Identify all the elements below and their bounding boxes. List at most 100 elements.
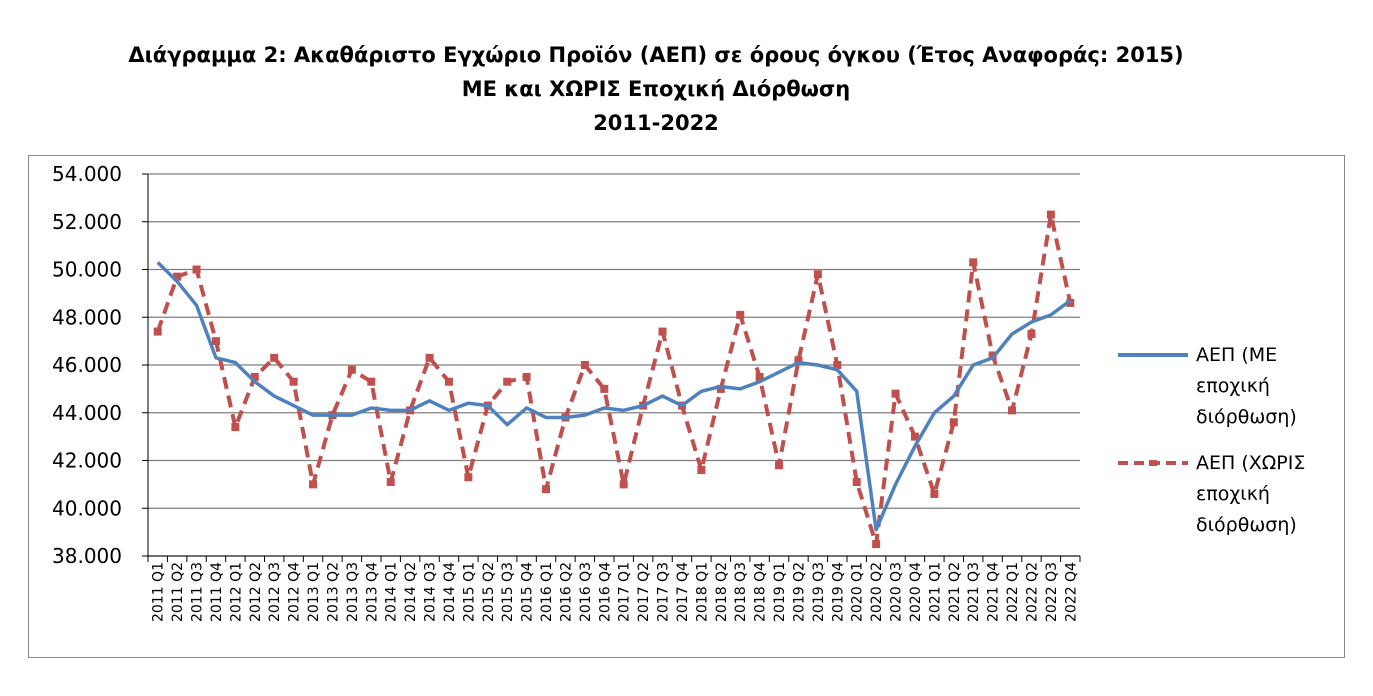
series-line-with-adjustment [156,261,1072,532]
series-line-without-adjustment [155,212,1073,547]
x-tick-label: 2019 Q1 [772,562,788,622]
x-tick-label: 2015 Q3 [500,562,516,622]
x-tick-label: 2020 Q3 [889,562,905,622]
x-tick-label: 2014 Q3 [423,562,439,622]
legend-label-with-adjustment: ΑΕΠ (ΜΕ εποχική διόρθωση) [1196,340,1336,433]
data-point-without-adjustment [270,353,279,362]
x-tick-label: 2012 Q4 [287,562,303,622]
x-tick-label: 2014 Q1 [384,562,400,622]
data-point-without-adjustment [386,477,395,486]
x-axis-tick-labels: 2011 Q1 2011 Q2 2011 Q3 2011 Q4 2012 Q1 2012 … [151,562,1080,622]
x-tick-label: 2013 Q2 [325,562,341,622]
x-tick-label: 2012 Q3 [267,562,283,622]
data-point-without-adjustment [949,418,958,427]
x-tick-label: 2022 Q2 [1024,562,1040,622]
data-point-without-adjustment [503,377,512,386]
y-tick-label: 40.000 [52,496,122,520]
data-point-without-adjustment [367,377,376,386]
legend-item-without-adjustment: ΑΕΠ (ΧΩΡΙΣ εποχική διόρθωση) [1100,448,1340,556]
x-tick-label: 2011 Q2 [170,562,186,622]
chart-title: Διάγραμμα 2: Ακαθάριστο Εγχώριο Προϊόν (… [0,38,1312,140]
x-tick-label: 2021 Q3 [966,562,982,622]
chart-title-line-3: 2011-2022 [593,111,719,135]
x-tick-label: 2016 Q4 [597,562,613,622]
x-tick-label: 2022 Q4 [1063,562,1079,622]
data-point-without-adjustment [464,473,473,482]
legend-label-line: ΑΕΠ (ΜΕ [1196,344,1278,366]
x-tick-label: 2020 Q4 [908,562,924,622]
data-point-without-adjustment [891,389,900,398]
data-point-without-adjustment [872,540,881,549]
data-point-without-adjustment [813,270,822,279]
data-point-without-adjustment [211,337,220,346]
y-tick-label: 42.000 [52,449,122,473]
data-point-without-adjustment [580,361,589,369]
data-point-without-adjustment [736,310,745,319]
legend-label-line: ΑΕΠ (ΧΩΡΙΣ [1196,452,1306,474]
x-tick-label: 2017 Q3 [656,562,672,622]
y-tick-label: 38.000 [52,544,122,568]
data-point-without-adjustment [852,477,861,486]
x-tick-label: 2021 Q4 [986,562,1002,622]
x-tick-label: 2019 Q3 [811,562,827,622]
x-tick-label: 2013 Q1 [306,562,322,622]
data-point-without-adjustment [1046,210,1055,219]
data-point-without-adjustment [522,372,531,381]
x-tick-label: 2011 Q3 [190,562,206,622]
gridlines [148,173,1080,557]
data-point-without-adjustment [716,384,725,393]
data-point-without-adjustment [153,327,162,336]
x-tick-label: 2011 Q4 [209,562,225,622]
chart-title-line-2: ΜΕ και ΧΩΡΙΣ Εποχική Διόρθωση [461,77,851,101]
x-tick-label: 2019 Q2 [791,562,807,622]
x-tick-label: 2016 Q3 [578,562,594,622]
legend: ΑΕΠ (ΜΕ εποχική διόρθωση) ΑΕΠ (ΧΩΡΙΣ επο… [1100,340,1340,556]
data-point-without-adjustment [969,258,978,267]
data-point-without-adjustment [755,372,764,381]
data-point-without-adjustment [775,461,784,470]
x-tick-label: 2016 Q2 [558,562,574,622]
data-point-without-adjustment [192,265,201,274]
legend-label-line: διόρθωση) [1196,406,1297,428]
data-point-without-adjustment [600,384,609,393]
data-point-without-adjustment [619,480,628,489]
y-tick-label: 48.000 [52,305,122,329]
data-point-without-adjustment [173,272,182,281]
data-point-without-adjustment [1027,329,1036,338]
data-point-without-adjustment [930,489,939,498]
series-lines [153,210,1075,549]
y-tick-label: 50.000 [52,258,122,282]
x-tick-label: 2013 Q4 [364,562,380,622]
data-point-without-adjustment [1066,298,1075,307]
x-tick-label: 2018 Q2 [714,562,730,622]
axes [142,173,1081,562]
x-tick-label: 2019 Q4 [830,562,846,622]
data-point-without-adjustment [444,377,453,386]
data-point-without-adjustment [910,432,919,441]
chart-title-line-1: Διάγραμμα 2: Ακαθάριστο Εγχώριο Προϊόν (… [128,43,1184,67]
x-tick-label: 2011 Q1 [151,562,167,622]
x-tick-label: 2017 Q1 [617,562,633,622]
x-tick-label: 2014 Q4 [442,562,458,622]
x-tick-label: 2018 Q1 [694,562,710,622]
data-point-without-adjustment [289,377,298,386]
legend-item-with-adjustment: ΑΕΠ (ΜΕ εποχική διόρθωση) [1100,340,1340,448]
x-tick-label: 2017 Q2 [636,562,652,622]
legend-label-line: διόρθωση) [1196,514,1297,536]
legend-swatch-dashed [1118,460,1188,466]
x-tick-label: 2013 Q3 [345,562,361,622]
data-point-without-adjustment [425,353,434,362]
x-tick-label: 2014 Q2 [403,562,419,622]
data-point-without-adjustment [347,365,356,374]
x-tick-label: 2018 Q3 [733,562,749,622]
chart-frame [28,155,1345,658]
y-axis-tick-labels: 38.000 40.000 42.000 44.000 46.000 48.000 50.0… [52,162,122,568]
x-tick-label: 2022 Q1 [1005,562,1021,622]
x-tick-label: 2012 Q2 [248,562,264,622]
data-point-without-adjustment [794,356,803,365]
y-tick-label: 52.000 [52,210,122,234]
x-tick-label: 2020 Q2 [869,562,885,622]
x-tick-label: 2015 Q1 [461,562,477,622]
data-point-without-adjustment [1008,406,1017,415]
